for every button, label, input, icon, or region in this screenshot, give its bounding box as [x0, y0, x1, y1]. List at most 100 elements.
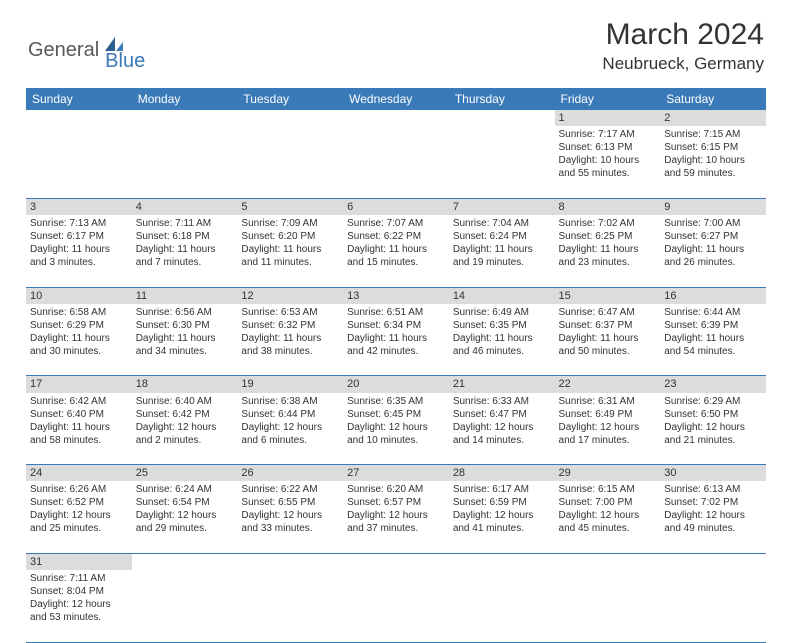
sunset-text: Sunset: 6:57 PM [347, 496, 445, 509]
daylight-text: and 58 minutes. [30, 434, 128, 447]
daylight-text: and 23 minutes. [559, 256, 657, 269]
sunrise-text: Sunrise: 7:13 AM [30, 217, 128, 230]
sunrise-text: Sunrise: 7:15 AM [664, 128, 762, 141]
sunset-text: Sunset: 6:52 PM [30, 496, 128, 509]
daylight-text: Daylight: 11 hours [136, 332, 234, 345]
day-number: 27 [343, 465, 449, 482]
day-number: 20 [343, 376, 449, 393]
daylight-text: and 7 minutes. [136, 256, 234, 269]
daylight-text: Daylight: 11 hours [664, 243, 762, 256]
day-number [237, 110, 343, 126]
day-number: 9 [660, 198, 766, 215]
day-number [26, 110, 132, 126]
daylight-text: Daylight: 12 hours [347, 421, 445, 434]
daylight-text: and 50 minutes. [559, 345, 657, 358]
daylight-text: Daylight: 11 hours [559, 332, 657, 345]
sunrise-text: Sunrise: 6:22 AM [241, 483, 339, 496]
daylight-text: Daylight: 12 hours [664, 421, 762, 434]
logo: General Blue [28, 18, 145, 73]
day-cell: Sunrise: 6:31 AMSunset: 6:49 PMDaylight:… [555, 393, 661, 465]
day-cell [237, 570, 343, 642]
daylight-text: Daylight: 11 hours [30, 421, 128, 434]
daynum-row: 17181920212223 [26, 376, 766, 393]
day-number: 3 [26, 198, 132, 215]
sunset-text: Sunset: 6:55 PM [241, 496, 339, 509]
day-number: 7 [449, 198, 555, 215]
daylight-text: and 49 minutes. [664, 522, 762, 535]
sunset-text: Sunset: 6:37 PM [559, 319, 657, 332]
title-block: March 2024 Neubrueck, Germany [602, 18, 764, 74]
sunset-text: Sunset: 7:00 PM [559, 496, 657, 509]
daylight-text: Daylight: 11 hours [559, 243, 657, 256]
daylight-text: Daylight: 11 hours [347, 243, 445, 256]
daylight-text: Daylight: 12 hours [136, 509, 234, 522]
sunrise-text: Sunrise: 6:40 AM [136, 395, 234, 408]
day-number [343, 553, 449, 570]
day-detail-row: Sunrise: 7:13 AMSunset: 6:17 PMDaylight:… [26, 215, 766, 287]
logo-text-blue: Blue [105, 50, 145, 73]
daylight-text: and 41 minutes. [453, 522, 551, 535]
day-number: 6 [343, 198, 449, 215]
day-cell: Sunrise: 7:11 AMSunset: 6:18 PMDaylight:… [132, 215, 238, 287]
daylight-text: and 59 minutes. [664, 167, 762, 180]
sunrise-text: Sunrise: 7:04 AM [453, 217, 551, 230]
sunset-text: Sunset: 6:54 PM [136, 496, 234, 509]
daylight-text: Daylight: 11 hours [453, 332, 551, 345]
sunrise-text: Sunrise: 6:56 AM [136, 306, 234, 319]
sunrise-text: Sunrise: 6:53 AM [241, 306, 339, 319]
daylight-text: Daylight: 11 hours [30, 332, 128, 345]
day-cell [660, 570, 766, 642]
sunrise-text: Sunrise: 6:42 AM [30, 395, 128, 408]
day-detail-row: Sunrise: 6:26 AMSunset: 6:52 PM Daylight:… [26, 481, 766, 553]
weekday-header: Sunday [26, 88, 132, 110]
day-cell: Sunrise: 6:17 AMSunset: 6:59 PMDaylight:… [449, 481, 555, 553]
day-cell: Sunrise: 6:20 AMSunset: 6:57 PMDaylight:… [343, 481, 449, 553]
sunset-text: Sunset: 6:39 PM [664, 319, 762, 332]
day-number: 31 [26, 553, 132, 570]
sunrise-text: Sunrise: 7:11 AM [30, 572, 128, 585]
sunrise-text: Sunrise: 6:33 AM [453, 395, 551, 408]
day-cell: Sunrise: 7:00 AMSunset: 6:27 PMDaylight:… [660, 215, 766, 287]
weekday-header: Monday [132, 88, 238, 110]
day-number: 28 [449, 465, 555, 482]
sunset-text: Sunset: 7:02 PM [664, 496, 762, 509]
day-cell: Sunrise: 7:02 AMSunset: 6:25 PMDaylight:… [555, 215, 661, 287]
sunset-text: Sunset: 6:32 PM [241, 319, 339, 332]
day-cell: Sunrise: 6:42 AMSunset: 6:40 PMDaylight:… [26, 393, 132, 465]
day-cell: Sunrise: 7:17 AMSunset: 6:13 PMDaylight:… [555, 126, 661, 198]
sunrise-text: Sunrise: 7:00 AM [664, 217, 762, 230]
weekday-header: Saturday [660, 88, 766, 110]
daylight-text: Daylight: 12 hours [30, 598, 128, 611]
day-cell: Sunrise: 6:51 AMSunset: 6:34 PMDaylight:… [343, 304, 449, 376]
daylight-text: and 17 minutes. [559, 434, 657, 447]
location: Neubrueck, Germany [602, 54, 764, 74]
day-number: 21 [449, 376, 555, 393]
daynum-row: 10111213141516 [26, 287, 766, 304]
sunrise-text: Sunrise: 7:17 AM [559, 128, 657, 141]
daylight-text: and 37 minutes. [347, 522, 445, 535]
day-cell: Sunrise: 6:56 AMSunset: 6:30 PMDaylight:… [132, 304, 238, 376]
day-number: 24 [26, 465, 132, 482]
daylight-text: and 45 minutes. [559, 522, 657, 535]
sunrise-text: Sunrise: 6:26 AM [30, 483, 128, 496]
day-number: 30 [660, 465, 766, 482]
sunset-text: Sunset: 6:29 PM [30, 319, 128, 332]
day-number: 16 [660, 287, 766, 304]
sunset-text: Sunset: 6:13 PM [559, 141, 657, 154]
sunset-text: Sunset: 6:24 PM [453, 230, 551, 243]
daylight-text: and 15 minutes. [347, 256, 445, 269]
day-number: 2 [660, 110, 766, 126]
daylight-text: Daylight: 12 hours [347, 509, 445, 522]
day-cell: Sunrise: 7:07 AMSunset: 6:22 PMDaylight:… [343, 215, 449, 287]
day-number: 18 [132, 376, 238, 393]
daynum-row: 12 [26, 110, 766, 126]
weekday-header: Friday [555, 88, 661, 110]
sunrise-text: Sunrise: 6:20 AM [347, 483, 445, 496]
sunset-text: Sunset: 6:34 PM [347, 319, 445, 332]
day-cell [26, 126, 132, 198]
day-cell: Sunrise: 6:44 AMSunset: 6:39 PMDaylight:… [660, 304, 766, 376]
daylight-text: and 6 minutes. [241, 434, 339, 447]
daylight-text: and 3 minutes. [30, 256, 128, 269]
sunset-text: Sunset: 6:20 PM [241, 230, 339, 243]
sunrise-text: Sunrise: 6:38 AM [241, 395, 339, 408]
